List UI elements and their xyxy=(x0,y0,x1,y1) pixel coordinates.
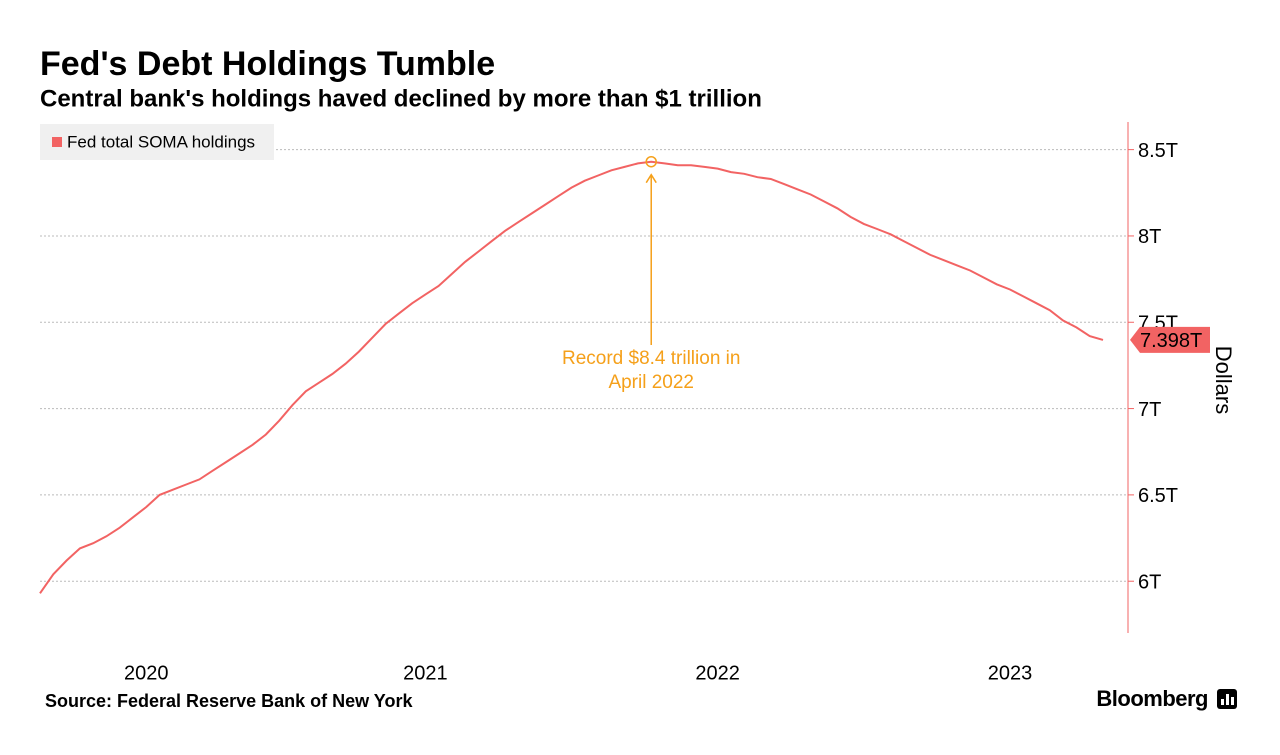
peak-marker xyxy=(645,155,657,168)
y-tick-label: 6.5T xyxy=(1138,485,1178,507)
annotation-arrowhead xyxy=(645,173,657,184)
annotation-text: April 2022 xyxy=(608,372,694,393)
source: Source: Federal Reserve Bank of New York xyxy=(45,691,413,711)
x-tick-label: 2022 xyxy=(695,662,740,684)
x-tick-label: 2021 xyxy=(403,662,448,684)
brand: Bloomberg xyxy=(1096,686,1208,711)
value-label: 7.398T xyxy=(1140,330,1202,352)
y-tick-label: 7T xyxy=(1138,399,1161,421)
x-tick-label: 2020 xyxy=(124,662,169,684)
legend-box xyxy=(40,124,274,160)
series-line xyxy=(39,160,1104,594)
annotation-text: Record $8.4 trillion in xyxy=(562,348,740,369)
chart-title: Fed's Debt Holdings Tumble xyxy=(40,45,495,83)
brand-icon xyxy=(1217,689,1237,709)
value-tag xyxy=(1130,326,1210,353)
legend-label: Fed total SOMA holdings xyxy=(67,132,255,151)
y-tick-label: 6T xyxy=(1138,571,1161,593)
y-axis-label: Dollars xyxy=(1211,346,1236,414)
y-tick-label: 8.5T xyxy=(1138,140,1178,162)
x-tick-label: 2023 xyxy=(988,662,1033,684)
chart-subtitle: Central bank's holdings haved declined b… xyxy=(40,85,762,112)
y-tick-label: 8T xyxy=(1138,226,1161,248)
legend-swatch xyxy=(52,137,62,147)
